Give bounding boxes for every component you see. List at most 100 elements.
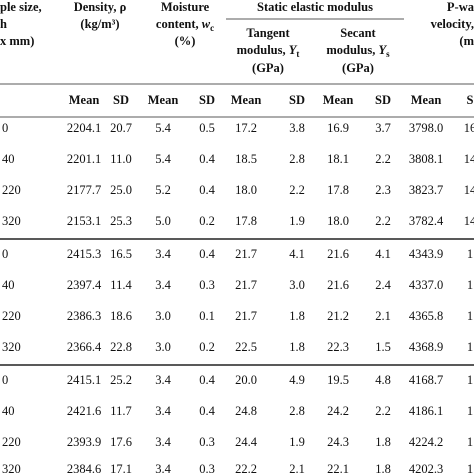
row-label: 0 bbox=[2, 247, 8, 261]
cell: 24.4 bbox=[235, 435, 258, 449]
header-text: P-wa bbox=[447, 0, 474, 14]
cell: 21.7 bbox=[235, 309, 257, 323]
cell: 17.2 bbox=[235, 121, 257, 135]
header-piece: ple size, bbox=[0, 0, 42, 14]
cell: 0.4 bbox=[199, 247, 215, 261]
header-piece: (%) bbox=[175, 34, 196, 48]
header-text: (GPa) bbox=[342, 61, 374, 75]
cell: 2.2 bbox=[375, 214, 391, 228]
cell: 22.2 bbox=[235, 462, 257, 474]
cell: 22.5 bbox=[235, 340, 257, 354]
cell: 0.2 bbox=[199, 214, 215, 228]
cell: 4.1 bbox=[375, 247, 391, 261]
cell: 19.5 bbox=[327, 373, 349, 387]
header-text: velocity, bbox=[431, 17, 474, 31]
cell: 4224.2 bbox=[409, 435, 443, 449]
subheader: Mean bbox=[148, 93, 179, 107]
cell: 3.4 bbox=[155, 373, 171, 387]
cell: 3782.4 bbox=[409, 214, 444, 228]
header-text: ple size, bbox=[0, 0, 42, 14]
cell: 5.4 bbox=[155, 152, 171, 166]
cell: 2.2 bbox=[375, 404, 391, 418]
row-label: 320 bbox=[2, 462, 21, 474]
header-piece: w bbox=[202, 17, 211, 31]
cell: 2415.1 bbox=[67, 373, 101, 387]
header-piece: velocity, bbox=[431, 17, 474, 31]
subheader: SD bbox=[289, 93, 305, 107]
cell: 4186.1 bbox=[409, 404, 443, 418]
cell: 17.1 bbox=[110, 462, 132, 474]
subheader: Mean bbox=[411, 93, 442, 107]
cell: 1.8 bbox=[289, 340, 305, 354]
cell: 2.8 bbox=[289, 152, 305, 166]
cell: 0.3 bbox=[199, 435, 215, 449]
cell: 20.0 bbox=[235, 373, 257, 387]
cell: 1 bbox=[467, 435, 473, 449]
cell: 4368.9 bbox=[409, 340, 443, 354]
cell: 21.2 bbox=[327, 309, 349, 323]
cell: 3.7 bbox=[375, 121, 391, 135]
header-text: Static elastic modulus bbox=[257, 0, 373, 14]
cell: 2.3 bbox=[375, 183, 391, 197]
cell: 0.5 bbox=[199, 121, 215, 135]
cell: 16.9 bbox=[327, 121, 349, 135]
header-piece: Secant bbox=[340, 26, 376, 40]
header-piece: (m bbox=[459, 34, 474, 48]
cell: 3.0 bbox=[289, 278, 305, 292]
header-piece: (kg/m³) bbox=[80, 17, 119, 31]
cell: 3.4 bbox=[155, 404, 171, 418]
cell: 2384.6 bbox=[67, 462, 101, 474]
cell: 2393.9 bbox=[67, 435, 101, 449]
header-piece: s bbox=[386, 49, 390, 59]
cell: 18.6 bbox=[110, 309, 132, 323]
cell: 3.0 bbox=[155, 340, 171, 354]
row-label: 320 bbox=[2, 214, 21, 228]
cell: 3.4 bbox=[155, 278, 171, 292]
cell: 1.9 bbox=[289, 435, 305, 449]
cell: 2421.6 bbox=[67, 404, 101, 418]
cell: 20.7 bbox=[110, 121, 132, 135]
row-label: 220 bbox=[2, 183, 21, 197]
header-piece: content, bbox=[156, 17, 202, 31]
header-text: (kg/m³) bbox=[80, 17, 119, 31]
header-piece: modulus, bbox=[237, 43, 289, 57]
cell: 1 bbox=[467, 309, 473, 323]
cell: 25.3 bbox=[110, 214, 132, 228]
cell: 2366.4 bbox=[67, 340, 102, 354]
cell: 18.5 bbox=[235, 152, 257, 166]
cell: 0.3 bbox=[199, 462, 215, 474]
cell: 1.9 bbox=[289, 214, 305, 228]
cell: 22.3 bbox=[327, 340, 349, 354]
header-text: h bbox=[0, 17, 7, 31]
cell: 16.5 bbox=[110, 247, 132, 261]
header-piece: Moisture bbox=[161, 0, 210, 14]
cell: 2.2 bbox=[289, 183, 305, 197]
cell: 3798.0 bbox=[409, 121, 443, 135]
header-piece: (GPa) bbox=[252, 61, 284, 75]
cell: 0.2 bbox=[199, 340, 215, 354]
cell: 0.1 bbox=[199, 309, 215, 323]
header-piece: P-wa bbox=[447, 0, 474, 14]
cell: 18.1 bbox=[327, 152, 349, 166]
cell: 1 bbox=[467, 340, 473, 354]
header-text: x mm) bbox=[0, 34, 34, 48]
subheader: Mean bbox=[231, 93, 262, 107]
cell: 0.4 bbox=[199, 404, 215, 418]
subheader: S bbox=[467, 93, 474, 107]
cell: 0.3 bbox=[199, 278, 215, 292]
cell: 24.8 bbox=[235, 404, 257, 418]
cell: 1 bbox=[467, 462, 473, 474]
subheader: Mean bbox=[323, 93, 354, 107]
cell: 17.6 bbox=[110, 435, 132, 449]
cell: 4365.8 bbox=[409, 309, 443, 323]
subheader: SD bbox=[113, 93, 129, 107]
row-label: 40 bbox=[2, 278, 15, 292]
cell: 2397.4 bbox=[67, 278, 102, 292]
cell: 18.0 bbox=[327, 214, 349, 228]
cell: 1.5 bbox=[375, 340, 391, 354]
cell: 4337.0 bbox=[409, 278, 443, 292]
cell: 14 bbox=[464, 152, 474, 166]
cell: 22.1 bbox=[327, 462, 349, 474]
cell: 5.0 bbox=[155, 214, 171, 228]
cell: 0.4 bbox=[199, 373, 215, 387]
